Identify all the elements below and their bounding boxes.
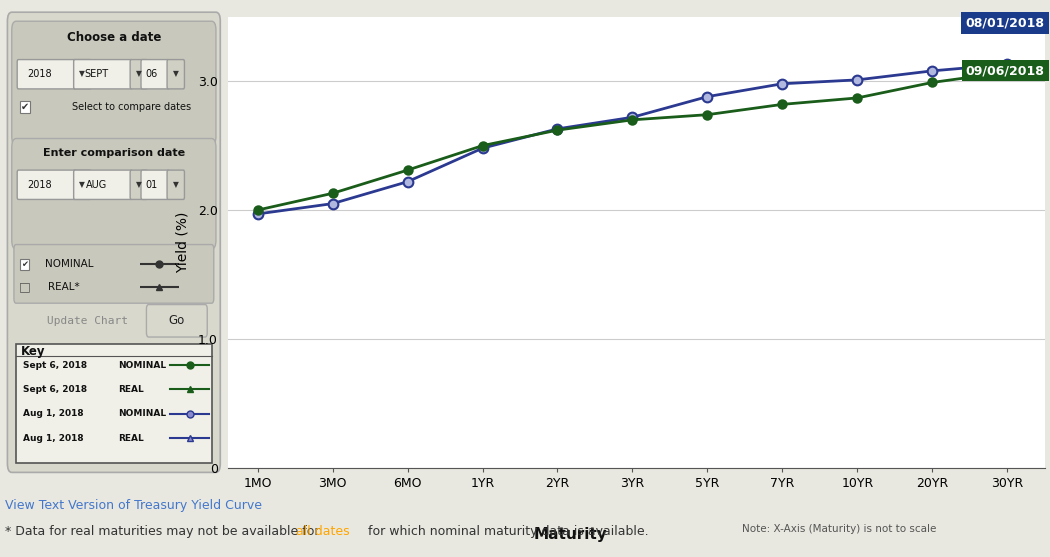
FancyBboxPatch shape <box>17 170 76 199</box>
FancyBboxPatch shape <box>12 139 216 249</box>
Text: 01: 01 <box>146 179 159 189</box>
Text: NOMINAL: NOMINAL <box>119 360 166 369</box>
Bar <box>16 344 212 463</box>
FancyBboxPatch shape <box>141 60 169 89</box>
Text: 06: 06 <box>146 69 159 79</box>
Text: Key: Key <box>21 345 46 358</box>
FancyBboxPatch shape <box>167 170 185 199</box>
Text: ▼: ▼ <box>173 180 178 189</box>
Text: for which nominal maturity data is available.: for which nominal maturity data is avail… <box>364 525 649 538</box>
FancyBboxPatch shape <box>74 60 91 89</box>
Text: ▼: ▼ <box>135 180 142 189</box>
Text: Choose a date: Choose a date <box>66 31 161 43</box>
Text: 09/06/2018: 09/06/2018 <box>966 64 1045 77</box>
Text: SEPT: SEPT <box>84 69 108 79</box>
Text: Note: X-Axis (Maturity) is not to scale: Note: X-Axis (Maturity) is not to scale <box>742 524 937 534</box>
Text: NOMINAL: NOMINAL <box>45 260 93 270</box>
FancyBboxPatch shape <box>14 245 214 303</box>
Text: Sept 6, 2018: Sept 6, 2018 <box>23 385 87 394</box>
Text: 2018: 2018 <box>27 69 52 79</box>
Text: Enter comparison date: Enter comparison date <box>43 148 185 158</box>
Text: REAL: REAL <box>119 385 144 394</box>
Text: ✔: ✔ <box>21 102 28 112</box>
Text: ▼: ▼ <box>80 180 85 189</box>
FancyBboxPatch shape <box>167 60 185 89</box>
Text: REAL: REAL <box>119 433 144 443</box>
Text: ✔: ✔ <box>21 260 28 269</box>
Text: 2018: 2018 <box>27 179 52 189</box>
Text: Go: Go <box>169 314 185 328</box>
Text: ▼: ▼ <box>173 70 178 79</box>
Text: View Text Version of Treasury Yield Curve: View Text Version of Treasury Yield Curv… <box>5 499 262 511</box>
Text: 08/01/2018: 08/01/2018 <box>966 17 1045 30</box>
Text: * Data for real maturities may not be available for: * Data for real maturities may not be av… <box>5 525 323 538</box>
Text: ▼: ▼ <box>80 70 85 79</box>
Text: Update Chart: Update Chart <box>47 316 128 326</box>
FancyBboxPatch shape <box>146 305 207 337</box>
FancyBboxPatch shape <box>141 170 169 199</box>
FancyBboxPatch shape <box>130 170 147 199</box>
Text: NOMINAL: NOMINAL <box>119 409 166 418</box>
Text: ▼: ▼ <box>135 70 142 79</box>
FancyBboxPatch shape <box>74 170 132 199</box>
Text: □: □ <box>19 280 30 293</box>
FancyBboxPatch shape <box>7 12 220 472</box>
Text: Aug 1, 2018: Aug 1, 2018 <box>23 409 83 418</box>
Text: Sept 6, 2018: Sept 6, 2018 <box>23 360 87 369</box>
FancyBboxPatch shape <box>17 60 76 89</box>
Text: all dates: all dates <box>296 525 350 538</box>
FancyBboxPatch shape <box>12 21 216 145</box>
FancyBboxPatch shape <box>130 60 147 89</box>
FancyBboxPatch shape <box>74 60 132 89</box>
Text: Aug 1, 2018: Aug 1, 2018 <box>23 433 83 443</box>
FancyBboxPatch shape <box>74 170 91 199</box>
Text: Select to compare dates: Select to compare dates <box>71 102 191 112</box>
Text: REAL*: REAL* <box>48 281 80 291</box>
Text: Maturity: Maturity <box>534 526 608 541</box>
Text: AUG: AUG <box>86 179 107 189</box>
Y-axis label: Yield (%): Yield (%) <box>175 212 190 273</box>
